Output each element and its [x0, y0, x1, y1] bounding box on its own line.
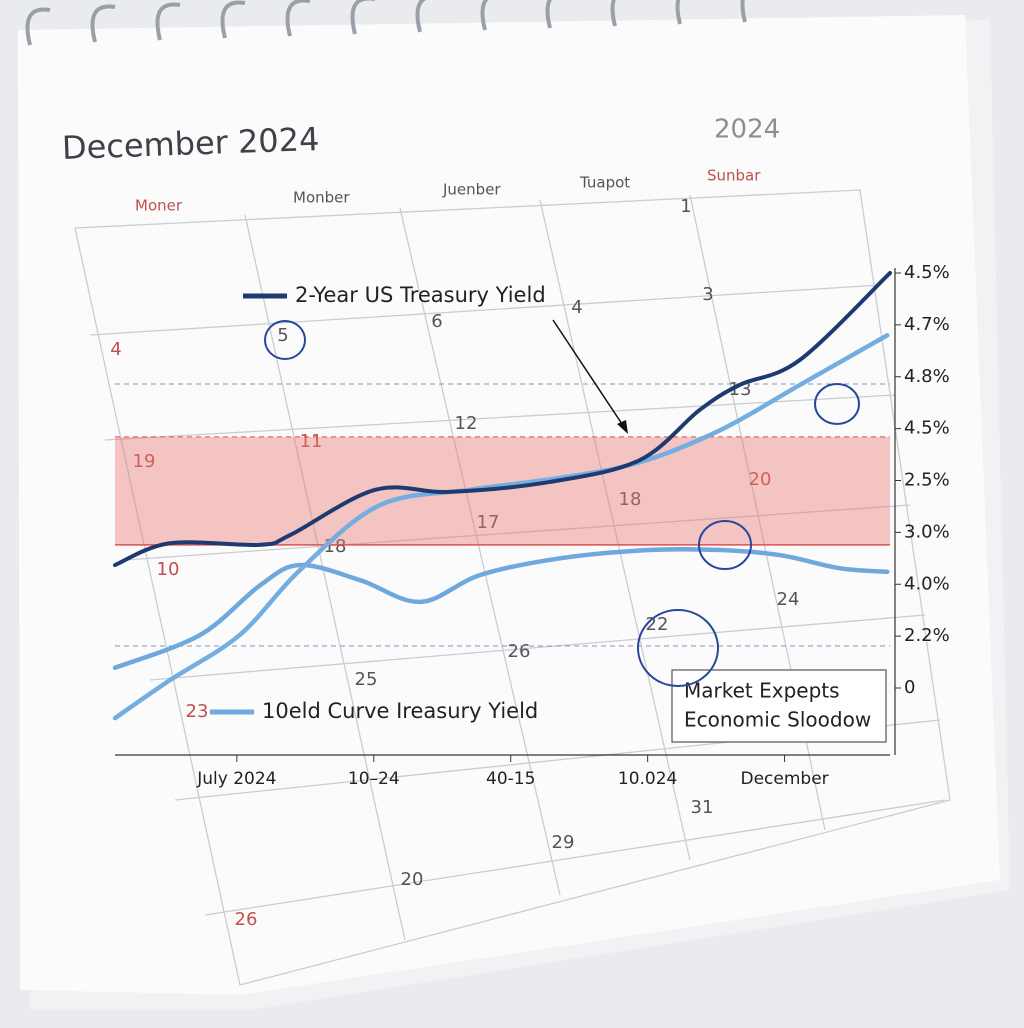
- day-number: 11: [300, 431, 323, 452]
- y-tick-label: 4.0%: [904, 573, 950, 594]
- day-number: 3: [702, 284, 713, 305]
- y-tick-label: 4.5%: [904, 262, 950, 283]
- day-number: 12: [455, 413, 478, 434]
- day-number: 18: [619, 489, 642, 510]
- y-tick-label: 4.7%: [904, 314, 950, 335]
- annotation-line: Economic Sloodow: [684, 708, 871, 732]
- annotation-box: [671, 669, 887, 743]
- weekday-label: Sunbar: [707, 167, 761, 185]
- weekday-label: Tuapot: [579, 174, 630, 192]
- x-tick-label: July 2024: [196, 769, 276, 789]
- y-tick-label: 4.5%: [904, 418, 950, 439]
- day-number: 20: [749, 469, 772, 490]
- day-number: 25: [355, 669, 378, 690]
- x-tick-label: 10–24: [348, 769, 400, 789]
- x-tick-label: 40-15: [486, 769, 535, 789]
- y-tick-label: 0: [904, 677, 915, 698]
- day-number: 29: [552, 832, 575, 853]
- day-number: 4: [110, 339, 121, 360]
- y-tick-label: 3.0%: [904, 521, 950, 542]
- day-number: 4: [571, 297, 582, 318]
- annotation-arrow: [552, 319, 627, 431]
- day-number: 23: [186, 701, 209, 722]
- day-number: 6: [431, 311, 442, 332]
- day-number: 17: [477, 512, 500, 533]
- day-number: 24: [777, 589, 800, 610]
- series-line: [113, 271, 892, 568]
- day-number: 1: [680, 196, 691, 217]
- weekday-label: Juenber: [442, 181, 501, 199]
- pen-circles: [264, 320, 860, 687]
- weekday-label: Moner: [135, 197, 183, 215]
- y-tick-label: 4.8%: [904, 366, 950, 387]
- day-number: 31: [691, 797, 714, 818]
- series-line: [112, 546, 890, 671]
- day-number: 10: [157, 559, 180, 580]
- day-number: 20: [401, 869, 424, 890]
- arrow-head: [617, 420, 628, 434]
- day-number: 5: [277, 325, 288, 346]
- x-tick-label: December: [740, 769, 828, 789]
- day-number: 19: [133, 451, 156, 472]
- day-number: 26: [508, 641, 531, 662]
- day-number: 22: [646, 614, 669, 635]
- day-number: 26: [235, 909, 258, 930]
- calendar-title: December 2024: [61, 120, 320, 167]
- annotation-line: Market Expepts: [684, 679, 840, 703]
- calendar-page: [18, 15, 1000, 995]
- calendar-year: 2024: [714, 115, 780, 145]
- x-tick-label: 10.024: [618, 769, 677, 789]
- legend-label: 2-Year US Treasury Yield: [295, 283, 546, 307]
- y-tick-label: 2.2%: [904, 625, 950, 646]
- highlight-band: [115, 436, 890, 545]
- legend-label: 10eld Curve Ireasury Yield: [262, 699, 538, 723]
- spiral-rings: [25, 0, 747, 46]
- calendar-grid: [74, 189, 951, 986]
- weekday-label: Monber: [293, 189, 350, 207]
- y-tick-label: 2.5%: [904, 470, 950, 491]
